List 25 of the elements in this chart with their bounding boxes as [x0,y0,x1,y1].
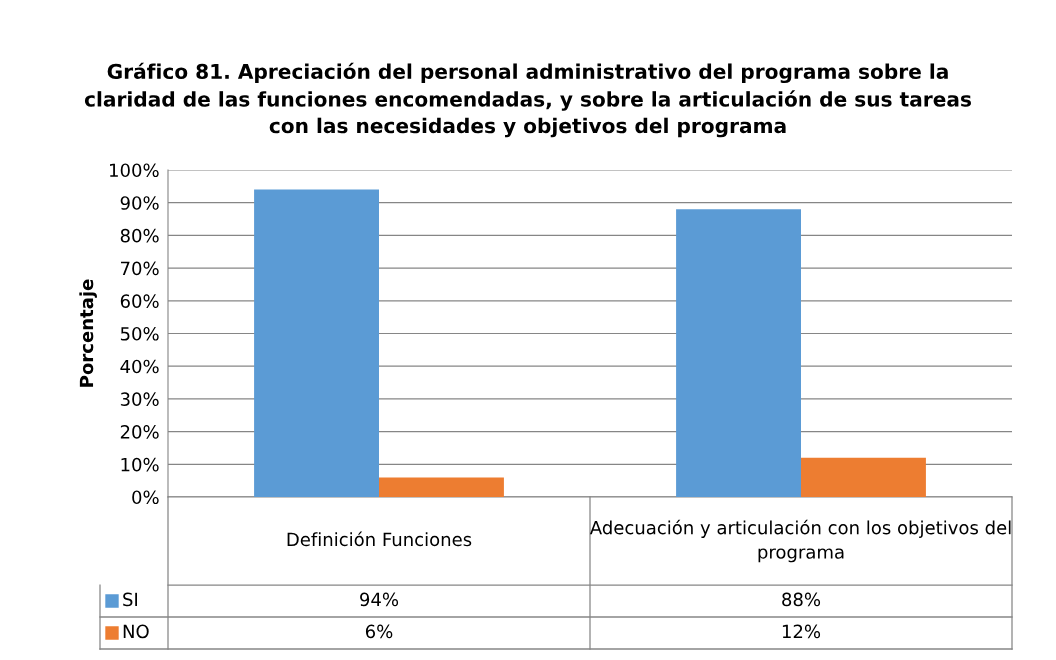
bar [676,209,801,497]
legend-label: NO [123,624,149,639]
y-tick-label: 40% [120,359,159,374]
data-label: 6% [365,624,393,639]
y-tick-label: 70% [121,261,159,276]
bar [801,457,926,497]
x-tick-label: Adecuación y articulación con los objetivos del programa [589,519,1011,563]
y-tick-label: 100% [110,163,159,178]
bar [254,189,379,497]
bar [379,477,504,497]
y-tick-label: 60% [120,294,159,308]
y-tick-label: 90% [120,196,159,210]
y-tick-label: 20% [120,425,159,439]
data-label: 94% [360,592,399,607]
data-label: 12% [782,624,821,639]
y-tick-label: 50% [120,326,159,341]
y-tick-label: 80% [120,228,159,243]
y-tick-label: 10% [121,457,159,472]
y-axis-title: Porcentaje [79,279,97,387]
x-tick-label: Definición Funciones [287,531,472,547]
chart-title: Gráfico 81. Apreciación del personal administrativo del programa sobre la claridad de las funciones encomendadas, y sobre la articulación de sus tareas con las necesidades y objetivos del programa [84,62,971,138]
y-tick-label: 0% [132,490,159,505]
y-tick-label: 30% [120,392,159,407]
legend-label: SI [123,592,138,607]
data-label: 88% [782,592,821,607]
